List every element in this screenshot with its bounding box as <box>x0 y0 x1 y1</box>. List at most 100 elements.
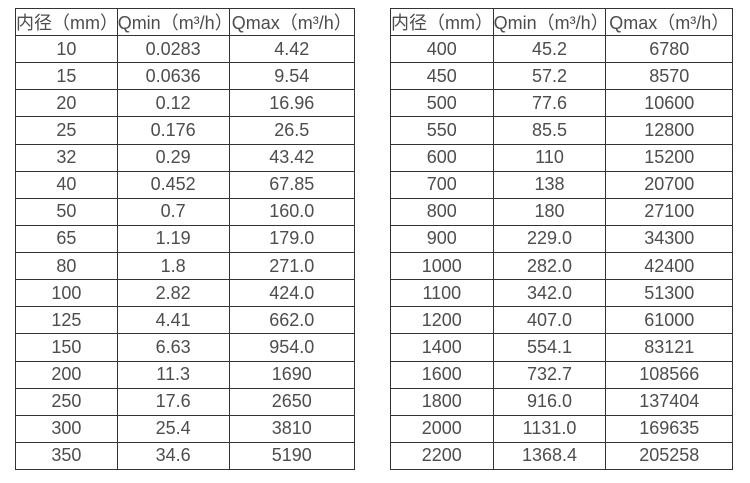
qmax-cell: 12800 <box>605 116 733 145</box>
table-row: 2200 1368.4 205258 <box>390 441 733 471</box>
qmin-cell: 0.0636 <box>116 62 230 91</box>
qmin-cell: 0.452 <box>116 170 230 199</box>
table-row: 200 11.3 1690 <box>15 360 356 389</box>
table-row: 600 110 15200 <box>390 143 733 172</box>
qmin-cell: 34.6 <box>116 441 230 471</box>
table-row: 900 229.0 34300 <box>390 224 733 254</box>
qmin-cell: 407.0 <box>492 306 607 335</box>
diameter-cell: 80 <box>15 251 118 281</box>
qmax-cell: 27100 <box>605 197 733 226</box>
diameter-cell: 1400 <box>390 333 494 362</box>
column-header-diameter: 内径（mm） <box>15 8 118 36</box>
table-row: 250 17.6 2650 <box>15 387 356 416</box>
qmin-cell: 180 <box>492 197 607 226</box>
table-row: 1200 407.0 61000 <box>390 306 733 335</box>
qmax-cell: 3810 <box>228 414 356 443</box>
table-row: 25 0.176 26.5 <box>15 116 356 145</box>
qmin-cell: 282.0 <box>492 251 607 281</box>
diameter-cell: 500 <box>390 89 494 118</box>
diameter-cell: 2200 <box>390 441 494 471</box>
diameter-cell: 800 <box>390 197 494 226</box>
qmin-cell: 1131.0 <box>492 414 607 443</box>
qmax-cell: 9.54 <box>228 62 356 91</box>
table-row: 20 0.12 16.96 <box>15 89 356 118</box>
qmax-cell: 4.42 <box>228 34 356 64</box>
qmin-cell: 25.4 <box>116 414 230 443</box>
flow-spec-table-small-diameters: 内径（mm） Qmin（m³/h） Qmax（m³/h） 10 0.0283 4.42 1… <box>15 8 356 471</box>
qmin-cell: 1.8 <box>116 251 230 281</box>
diameter-cell: 250 <box>15 387 118 416</box>
table-header-row: 内径（mm） Qmin（m³/h） Qmax（m³/h） <box>15 8 356 36</box>
qmin-cell: 1368.4 <box>492 441 607 471</box>
table-row: 450 57.2 8570 <box>390 62 733 91</box>
qmax-cell: 34300 <box>605 224 733 254</box>
qmin-cell: 4.41 <box>116 306 230 335</box>
qmax-cell: 67.85 <box>228 170 356 199</box>
qmin-cell: 138 <box>492 170 607 199</box>
qmax-cell: 424.0 <box>228 279 356 308</box>
qmax-cell: 61000 <box>605 306 733 335</box>
qmin-cell: 916.0 <box>492 387 607 416</box>
column-header-qmin: Qmin（m³/h） <box>116 8 230 36</box>
qmin-cell: 229.0 <box>492 224 607 254</box>
table-header-row: 内径（mm） Qmin（m³/h） Qmax（m³/h） <box>390 8 733 36</box>
qmax-cell: 16.96 <box>228 89 356 118</box>
qmin-cell: 77.6 <box>492 89 607 118</box>
diameter-cell: 200 <box>15 360 118 389</box>
qmax-cell: 205258 <box>605 441 733 471</box>
table-row: 1000 282.0 42400 <box>390 251 733 281</box>
qmax-cell: 108566 <box>605 360 733 389</box>
qmin-cell: 57.2 <box>492 62 607 91</box>
table-row: 125 4.41 662.0 <box>15 306 356 335</box>
diameter-cell: 700 <box>390 170 494 199</box>
qmin-cell: 0.7 <box>116 197 230 226</box>
diameter-cell: 2000 <box>390 414 494 443</box>
table-row: 1100 342.0 51300 <box>390 279 733 308</box>
table-row: 40 0.452 67.85 <box>15 170 356 199</box>
qmax-cell: 179.0 <box>228 224 356 254</box>
column-header-qmax: Qmax（m³/h） <box>228 8 356 36</box>
qmin-cell: 0.12 <box>116 89 230 118</box>
table-row: 1800 916.0 137404 <box>390 387 733 416</box>
table-row: 100 2.82 424.0 <box>15 279 356 308</box>
qmin-cell: 0.29 <box>116 143 230 172</box>
diameter-cell: 40 <box>15 170 118 199</box>
table-row: 1400 554.1 83121 <box>390 333 733 362</box>
table-row: 65 1.19 179.0 <box>15 224 356 254</box>
qmax-cell: 42400 <box>605 251 733 281</box>
qmin-cell: 85.5 <box>492 116 607 145</box>
qmin-cell: 17.6 <box>116 387 230 416</box>
table-row: 32 0.29 43.42 <box>15 143 356 172</box>
diameter-cell: 900 <box>390 224 494 254</box>
diameter-cell: 50 <box>15 197 118 226</box>
qmin-cell: 11.3 <box>116 360 230 389</box>
qmax-cell: 160.0 <box>228 197 356 226</box>
diameter-cell: 125 <box>15 306 118 335</box>
qmin-cell: 1.19 <box>116 224 230 254</box>
qmax-cell: 954.0 <box>228 333 356 362</box>
qmin-cell: 0.0283 <box>116 34 230 64</box>
diameter-cell: 25 <box>15 116 118 145</box>
diameter-cell: 1100 <box>390 279 494 308</box>
diameter-cell: 32 <box>15 143 118 172</box>
diameter-cell: 400 <box>390 34 494 64</box>
table-row: 550 85.5 12800 <box>390 116 733 145</box>
diameter-cell: 150 <box>15 333 118 362</box>
qmax-cell: 271.0 <box>228 251 356 281</box>
qmin-cell: 0.176 <box>116 116 230 145</box>
diameter-cell: 10 <box>15 34 118 64</box>
qmin-cell: 2.82 <box>116 279 230 308</box>
qmax-cell: 6780 <box>605 34 733 64</box>
table-row: 700 138 20700 <box>390 170 733 199</box>
qmax-cell: 2650 <box>228 387 356 416</box>
table-row: 350 34.6 5190 <box>15 441 356 471</box>
table-row: 150 6.63 954.0 <box>15 333 356 362</box>
table-row: 10 0.0283 4.42 <box>15 34 356 64</box>
qmin-cell: 110 <box>492 143 607 172</box>
column-header-qmax: Qmax（m³/h） <box>605 8 733 36</box>
column-header-qmin: Qmin（m³/h） <box>492 8 607 36</box>
qmin-cell: 342.0 <box>492 279 607 308</box>
table-row: 50 0.7 160.0 <box>15 197 356 226</box>
diameter-cell: 600 <box>390 143 494 172</box>
